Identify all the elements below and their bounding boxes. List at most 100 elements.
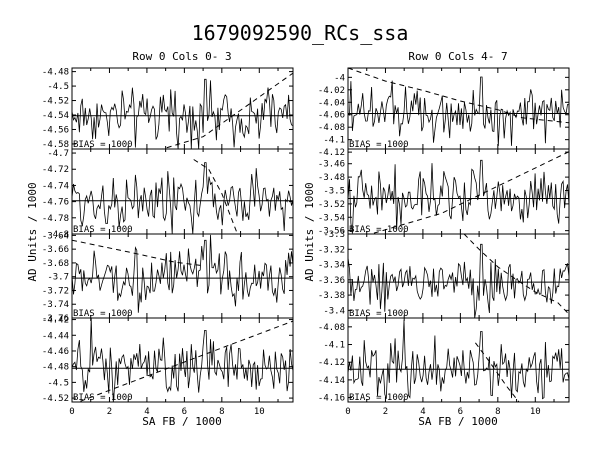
- y-tick-label: -3.72: [42, 286, 69, 296]
- bias-label: BIAS = 1000: [73, 140, 133, 150]
- panel-frame: [71, 67, 294, 150]
- y-tick-label: -4.08: [318, 123, 345, 133]
- y-tick-label: -3.36: [318, 276, 345, 286]
- y-tick-label: -3.52: [318, 200, 345, 210]
- y-tick-label: -3.32: [318, 245, 345, 255]
- figure-title: 1679092590_RCs_ssa: [192, 21, 409, 45]
- y-tick-label: -4.7: [47, 149, 69, 159]
- y-tick-label: -4.16: [318, 394, 345, 404]
- trend-dashed-line: [160, 72, 293, 149]
- panels-group: -4.48-4.5-4.52-4.54-4.56-4.58 BIAS = 1000…: [42, 67, 570, 417]
- y-tick-label: -4.42: [42, 316, 69, 326]
- y-tick-label: -3.4: [323, 306, 345, 316]
- column-title-right: Row 0 Cols 4- 7: [408, 50, 507, 63]
- trend-dashed-line: [193, 159, 239, 234]
- x-tick-label: 0: [345, 407, 350, 417]
- x-tick-label: 10: [530, 407, 541, 417]
- bias-label: BIAS = 1000: [349, 309, 409, 319]
- y-tick-label: -4.76: [42, 198, 69, 208]
- panel-2: -3.64 -3.66 -3.68 -3.7 -3.72 -3.74 -3.76 BIAS =…: [42, 231, 294, 324]
- y-tick-label: -4.74: [42, 181, 69, 191]
- y-tick-label: -4.14: [318, 376, 345, 386]
- panel-7: -4.08 -4.1 -4.12 -4.14 -4.160 2 4 6 8 10 BIAS = 10…: [318, 317, 570, 417]
- y-axis-label-right: AD Units / 1000: [303, 182, 316, 281]
- x-tick-label: 10: [254, 407, 265, 417]
- panel-5: -3.46 -3.48 -3.5 -3.52 -3.54 -3.56 BIAS = 1000: [318, 148, 570, 237]
- y-tick-label: -3.64: [42, 231, 69, 241]
- bias-label: BIAS = 1000: [73, 393, 133, 403]
- trend-dashed-line: [463, 234, 569, 315]
- y-tick-label: -4.52: [42, 394, 69, 404]
- y-tick-label: -3.54: [318, 213, 345, 223]
- panel-frame: [347, 317, 570, 403]
- y-tick-label: -3.68: [42, 259, 69, 269]
- trend-dashed-line: [72, 239, 204, 267]
- x-tick-label: 6: [458, 407, 463, 417]
- series-line: [347, 243, 570, 319]
- y-tick-label: -3.7: [47, 273, 69, 283]
- y-tick-label: -4.52: [42, 97, 69, 107]
- series-line: [71, 78, 294, 150]
- y-tick-label: -4.56: [42, 125, 69, 135]
- panel-frame: [71, 317, 294, 403]
- panel-1: -4.7 -4.72 -4.74 -4.76 -4.78 -4.8 BIAS = 1000: [42, 148, 294, 240]
- x-axis-label-left: SA FB / 1000: [142, 415, 221, 428]
- y-tick-label: -3.3: [323, 230, 345, 240]
- y-tick-label: -3.74: [42, 300, 69, 310]
- y-tick-label: -4.12: [318, 148, 345, 158]
- y-tick-label: -4: [334, 73, 345, 83]
- x-tick-label: 2: [383, 407, 388, 417]
- y-tick-label: -4.5: [47, 82, 69, 92]
- y-tick-label: -4.48: [42, 68, 69, 78]
- panel-3: -4.42 -4.44 -4.46 -4.48 -4.5 -4.520 2 4 6 8 10 BIAS…: [42, 316, 294, 417]
- panel-4: -4 -4.02 -4.04 -4.06 -4.08 -4.1 -4.12 BIAS = 10…: [318, 67, 570, 158]
- y-tick-label: -4.8: [47, 230, 69, 240]
- series-line: [71, 162, 294, 235]
- y-tick-label: -3.38: [318, 291, 345, 301]
- series-line: [347, 76, 570, 147]
- trend-dashed-line: [348, 68, 569, 124]
- y-tick-label: -4.08: [318, 323, 345, 333]
- bias-label: BIAS = 1000: [349, 140, 409, 150]
- bias-label: BIAS = 1000: [349, 393, 409, 403]
- y-tick-label: -4.58: [42, 140, 69, 150]
- y-tick-label: -4.02: [318, 86, 345, 96]
- y-tick-label: -4.46: [42, 347, 69, 357]
- y-tick-label: -3.76: [42, 314, 69, 324]
- y-tick-label: -4.54: [42, 111, 69, 121]
- y-tick-label: -3.56: [318, 227, 345, 237]
- series-line: [71, 234, 294, 313]
- y-axis-label-left: AD Units / 1000: [26, 182, 39, 281]
- bias-label: BIAS = 1000: [73, 309, 133, 319]
- y-tick-label: -4.48: [42, 363, 69, 373]
- x-tick-label: 8: [219, 407, 224, 417]
- y-tick-label: -4.1: [323, 341, 345, 351]
- y-tick-label: -3.48: [318, 173, 345, 183]
- y-tick-label: -4.06: [318, 111, 345, 121]
- column-title-left: Row 0 Cols 0- 3: [132, 50, 231, 63]
- x-axis-label-right: SA FB / 1000: [418, 415, 497, 428]
- panel-0: -4.48 -4.5 -4.52 -4.54 -4.56 -4.58 BIAS = 1000: [42, 67, 294, 150]
- x-tick-label: 0: [69, 407, 74, 417]
- y-tick-label: -3.5: [323, 186, 345, 196]
- x-tick-label: 4: [144, 407, 149, 417]
- x-tick-label: 8: [495, 407, 500, 417]
- y-tick-label: -4.12: [318, 358, 345, 368]
- trend-dashed-line: [474, 342, 520, 402]
- y-tick-label: -4.78: [42, 214, 69, 224]
- y-tick-label: -4.1: [323, 136, 345, 146]
- bias-label: BIAS = 1000: [349, 225, 409, 235]
- x-tick-label: 4: [420, 407, 425, 417]
- y-tick-label: -4.72: [42, 165, 69, 175]
- y-tick-label: -4.5: [47, 378, 69, 388]
- trend-dashed-line: [369, 151, 569, 234]
- series-line: [347, 159, 570, 234]
- trend-dashed-line: [76, 320, 293, 402]
- y-tick-label: -4.04: [318, 98, 345, 108]
- y-tick-label: -3.34: [318, 261, 345, 271]
- panel-frame: [347, 233, 570, 319]
- bias-label: BIAS = 1000: [73, 225, 133, 235]
- panel-6: -3.3 -3.32 -3.34 -3.36 -3.38 -3.4 BIAS = 1000: [318, 230, 570, 319]
- x-tick-label: 2: [107, 407, 112, 417]
